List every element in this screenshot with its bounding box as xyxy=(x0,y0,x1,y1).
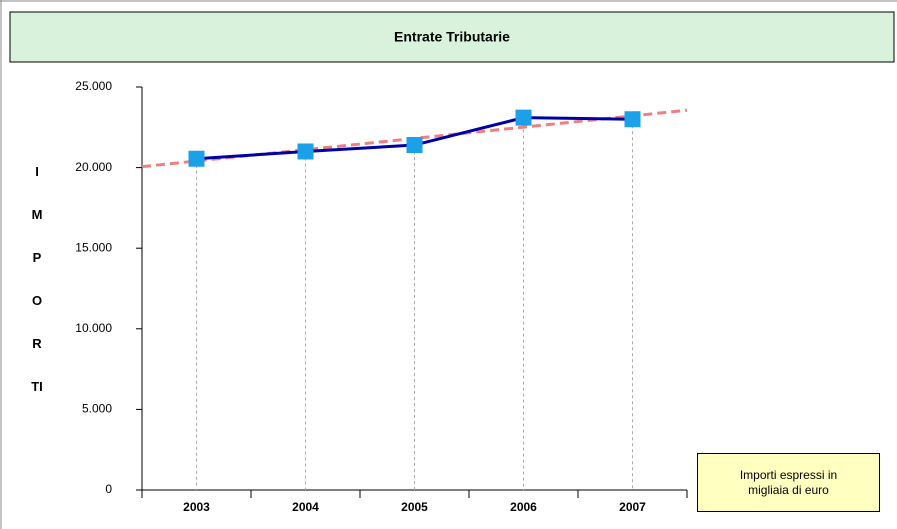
x-tick-label: 2006 xyxy=(510,500,537,514)
note: Importi espressi in migliaia di euro xyxy=(697,453,880,512)
chart-title: Entrate Tributarie xyxy=(394,29,510,45)
y-tick-label: 5.000 xyxy=(82,402,112,416)
x-tick-label: 2004 xyxy=(292,500,319,514)
y-tick-label: 20.000 xyxy=(75,160,112,174)
y-axis-label: IMPORTI xyxy=(31,164,43,394)
marker xyxy=(297,143,314,160)
y-tick-label: 0 xyxy=(105,482,112,496)
y-tick-label: 15.000 xyxy=(75,240,112,254)
y-tick-label: 25.000 xyxy=(75,79,112,93)
x-tick-label: 2003 xyxy=(183,500,210,514)
marker xyxy=(406,137,423,154)
x-tick-label: 2005 xyxy=(401,500,428,514)
y-tick-label: 10.000 xyxy=(75,321,112,335)
marker xyxy=(515,109,532,126)
title-box xyxy=(9,11,895,63)
marker xyxy=(188,150,205,167)
marker xyxy=(624,111,641,128)
x-tick-label: 2007 xyxy=(619,500,646,514)
